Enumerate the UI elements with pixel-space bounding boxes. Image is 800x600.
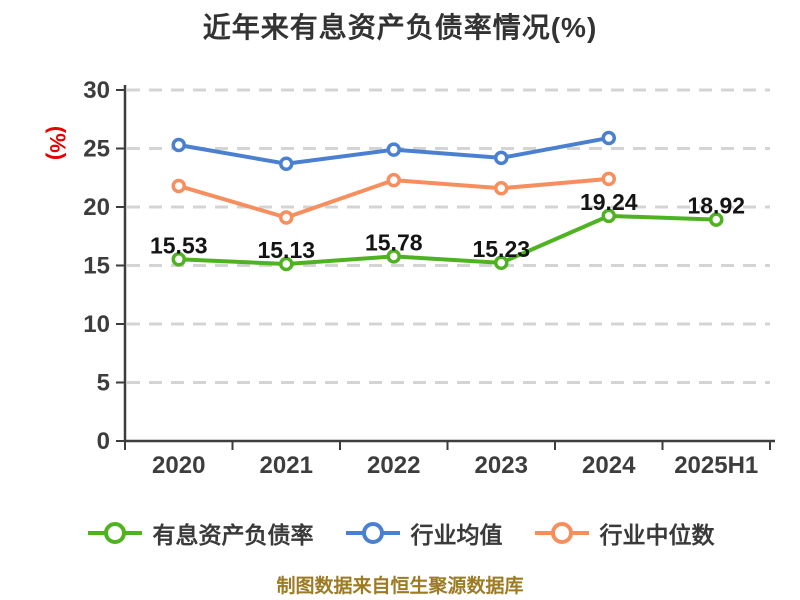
y-tick-label: 5 xyxy=(97,370,110,397)
data-point xyxy=(279,256,294,272)
x-tick-label: 2020 xyxy=(152,452,205,479)
y-tick-label: 0 xyxy=(97,428,110,455)
y-tick-label: 20 xyxy=(83,194,110,221)
data-point xyxy=(601,171,616,187)
data-point xyxy=(601,208,616,224)
data-point xyxy=(494,150,509,166)
legend-line-marker-icon xyxy=(345,522,400,544)
x-tick-label: 2022 xyxy=(367,452,420,479)
chart-title: 近年来有息资产负债率情况(%) xyxy=(202,12,598,43)
y-tick-label: 30 xyxy=(83,77,110,104)
legend-item-industry-median[interactable]: 行业中位数 xyxy=(533,516,715,550)
data-point-label: 19.24 xyxy=(580,189,638,215)
legend-line-marker-icon xyxy=(534,522,589,544)
data-point-label: 15.53 xyxy=(150,232,208,258)
y-tick-label: 25 xyxy=(83,136,110,163)
x-tick-label: 2025H1 xyxy=(674,452,758,479)
legend-item-label: 行业均值 xyxy=(410,522,503,548)
x-tick-label: 2021 xyxy=(260,452,313,479)
data-source-note: 制图数据来自恒生聚源数据库 xyxy=(276,576,524,597)
legend-item-interest-bearing-ratio[interactable]: 有息资产负债率 xyxy=(86,516,314,550)
data-point-label: 15.78 xyxy=(365,229,423,255)
data-point xyxy=(386,249,401,264)
data-point-label: 15.23 xyxy=(472,236,530,262)
data-point xyxy=(494,181,509,196)
series-0: 15.53 15.13 15.78 15.23 19.24 18.92 xyxy=(150,189,745,272)
series-1 xyxy=(171,130,616,171)
data-point xyxy=(171,178,186,194)
legend-item-industry-average[interactable]: 行业均值 xyxy=(344,516,503,550)
chart-legend: 有息资产负债率 行业均值 行业中位数 xyxy=(0,516,800,550)
data-point-label: 18.92 xyxy=(687,193,745,219)
data-point xyxy=(279,210,294,225)
legend-item-label: 有息资产负债率 xyxy=(152,522,314,548)
data-point xyxy=(279,156,294,171)
series-2 xyxy=(171,171,616,225)
x-tick-label: 2023 xyxy=(475,452,528,479)
data-point xyxy=(386,142,401,157)
data-point xyxy=(171,137,186,153)
y-tick-label: 15 xyxy=(83,253,110,280)
data-point xyxy=(709,212,724,227)
gridlines xyxy=(127,88,770,384)
series-line xyxy=(176,213,719,266)
data-point xyxy=(601,130,616,146)
data-point xyxy=(386,172,401,188)
data-point xyxy=(494,255,509,271)
y-tick-label: 10 xyxy=(83,311,110,338)
legend-line-marker-icon xyxy=(87,522,142,544)
data-point xyxy=(171,252,186,267)
data-point-label: 15.13 xyxy=(257,237,315,263)
x-axis: 2020 2021 2022 2023 2024 2025H1 xyxy=(124,439,775,479)
y-axis: 0 5 10 15 20 25 30 xyxy=(83,77,127,455)
legend-item-label: 行业中位数 xyxy=(599,522,715,548)
x-tick-label: 2024 xyxy=(582,452,636,479)
